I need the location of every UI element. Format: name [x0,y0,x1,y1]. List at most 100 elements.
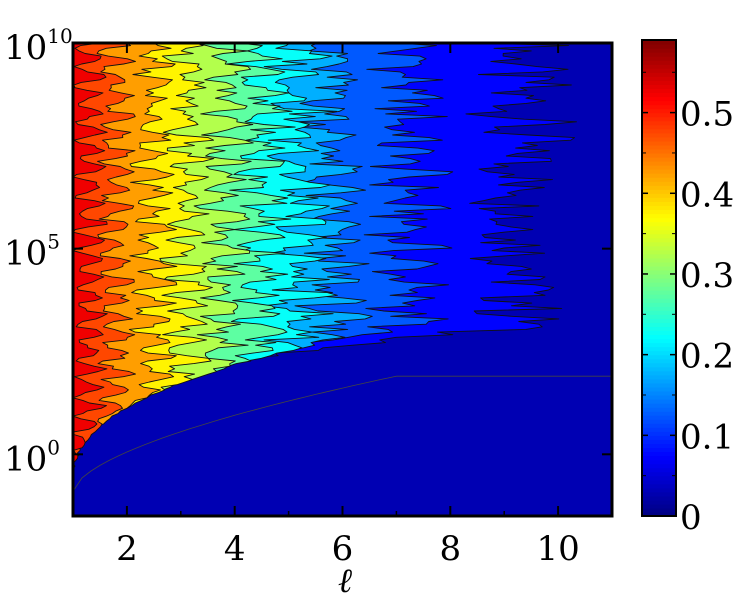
axes: 2 4 6 8 10 100 105 1010 [4,24,614,569]
x-tick-label: 8 [439,529,461,569]
colorbar-segment [642,177,676,182]
colorbar-segment [642,342,676,348]
colorbar-segment [642,148,676,154]
colorbar-segment [642,475,676,481]
colorbar-segment [642,386,676,392]
colorbar-segment [642,326,676,332]
plot-area [73,43,612,516]
colorbar-segment [642,48,676,53]
colorbar-segment [642,439,676,444]
colorbar-segment [642,306,676,311]
colorbar-tick-label: 0 [680,498,702,538]
colorbar-segment [642,511,676,517]
colorbar-segment [642,443,676,449]
colorbar-segment [642,128,676,134]
colorbar-segment [642,298,676,303]
colorbar-segment [642,423,676,428]
colorbar-segment [642,96,676,102]
colorbar-segment [642,487,676,493]
colorbar-tick-label: 0.4 [680,175,734,215]
colorbar-segment [642,491,676,497]
colorbar-segment [642,435,676,440]
contour-region-0.45 [73,43,136,516]
colorbar-segment [642,169,676,174]
colorbar-segment [642,233,676,239]
x-tick-label: 6 [332,529,354,569]
low-value-region [73,375,612,516]
colorbar-segment [642,451,676,457]
colorbar-segment [642,459,676,465]
colorbar-segment [642,499,676,505]
colorbar-segment [642,431,676,436]
colorbar-segment [642,104,676,110]
colorbar-segment [642,92,676,98]
colorbar-segment [642,112,676,118]
colorbar-segment [642,44,676,49]
colorbar-segment [642,225,676,231]
colorbar-segment [642,455,676,461]
colorbar-segment [642,64,676,69]
colorbar-tick-label: 0.3 [680,256,734,296]
x-tick-label: 4 [224,529,246,569]
colorbar-segment [642,503,676,509]
x-axis-label: ℓ [338,561,352,596]
colorbar-segment [642,399,676,404]
colorbar-segment [642,269,676,275]
colorbar-segment [642,209,676,215]
colorbar-segment [642,68,676,73]
colorbar-segment [642,124,676,130]
colorbar-segment [642,161,676,166]
colorbar-segment [642,253,676,259]
colorbar-segment [642,447,676,453]
colorbar-segment [642,156,676,162]
colorbar-segment [642,286,676,291]
colorbar-segment [642,108,676,114]
colorbar-segment [642,56,676,61]
colorbar-segment [642,338,676,344]
colorbar-segment [642,229,676,235]
colorbar-segment [642,346,676,352]
colorbar-segment [642,302,676,307]
colorbar-segment [642,152,676,158]
colorbar-segment [642,189,676,194]
colorbar-segment [642,165,676,170]
y-tick-label: 100 [4,435,60,479]
colorbar-segment [642,205,676,211]
colorbar-segment [642,72,676,77]
colorbar-segment [642,84,676,90]
x-tick-label: 2 [116,529,138,569]
colorbar-segment [642,354,676,360]
colorbar-segment [642,334,676,340]
colorbar-segment [642,201,676,206]
colorbar-tick-label: 0.2 [680,337,734,377]
colorbar-segment [642,185,676,190]
colorbar-segment [642,374,676,380]
colorbar-segment [642,495,676,501]
colorbar-segment [642,181,676,186]
colorbar-segment [642,173,676,178]
colorbar-segment [642,140,676,146]
colorbar-segment [642,382,676,388]
colorbar-segment [642,310,676,315]
y-tick-label: 105 [4,230,60,274]
colorbar-segment [642,52,676,57]
colorbar-segment [642,362,676,368]
colorbar-segment [642,390,676,396]
colorbar-segment [642,193,676,198]
contour-region-0.5 [73,43,108,516]
x-tick-label: 10 [536,529,579,569]
colorbar-tick-label: 0.1 [680,417,734,457]
colorbar-segment [642,479,676,485]
colorbar-segment [642,88,676,94]
colorbar-segment [642,249,676,255]
colorbar: 0 0.1 0.2 0.3 0.4 0.5 [641,39,734,538]
colorbar-segment [642,197,676,202]
colorbar-segment [642,282,676,287]
colorbar-segment [642,467,676,473]
colorbar-segment [642,217,676,223]
colorbar-segment [642,241,676,247]
colorbar-segment [642,237,676,243]
colorbar-segment [642,132,676,138]
colorbar-segment [642,120,676,126]
